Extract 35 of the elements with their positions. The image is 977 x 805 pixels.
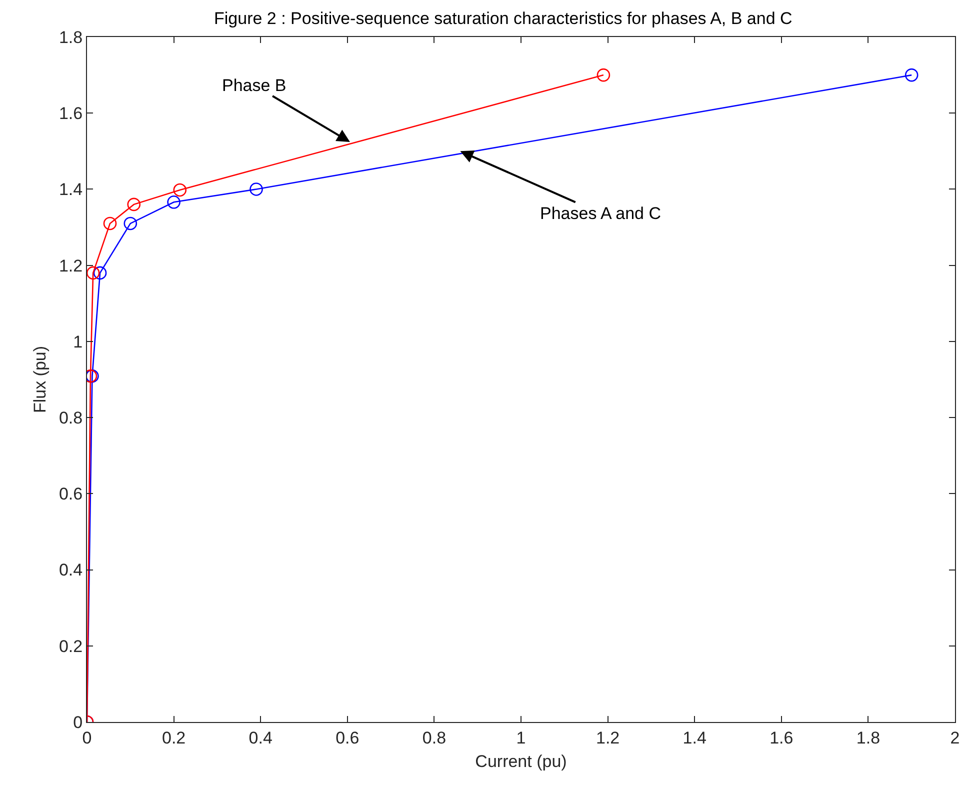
chart-title: Figure 2 : Positive-sequence saturation characteristics for phases A, B and C — [214, 8, 792, 28]
point — [127, 198, 141, 212]
x-tick-label: 1 — [516, 728, 526, 748]
point — [250, 182, 263, 196]
point — [904, 68, 918, 82]
point — [124, 216, 138, 230]
x-tick-label: 2 — [950, 728, 960, 748]
y-tick-label: 0.4 — [58, 560, 83, 580]
y-tick-label: 0.8 — [58, 408, 83, 428]
x-tick-label: 0.6 — [336, 728, 360, 748]
x-tick-label: 1.2 — [596, 728, 620, 748]
point — [103, 216, 117, 230]
y-tick-label: 0 — [73, 712, 83, 732]
y-tick-label: 0.2 — [58, 636, 83, 656]
x-tick-label: 1.8 — [856, 728, 880, 748]
annotation: Phase B — [222, 76, 286, 95]
point — [167, 196, 180, 209]
y-tick-label: 1.6 — [58, 104, 83, 124]
x-tick-label: 0.8 — [422, 728, 446, 748]
y-tick-label: 1.8 — [58, 28, 83, 47]
point — [93, 266, 107, 280]
x-tick-label: 0.4 — [248, 728, 272, 748]
y-axis-title: Flux (pu) — [30, 346, 50, 414]
annotation: Phases A and C — [540, 204, 661, 223]
y-tick-label: 0.6 — [58, 484, 83, 504]
y-tick-label: 1.4 — [58, 180, 83, 200]
y-tick-label: 1 — [73, 332, 83, 352]
x-tick-label: 1.6 — [770, 728, 794, 748]
x-tick-label: 0.2 — [162, 728, 186, 748]
point — [596, 68, 610, 82]
point — [87, 266, 100, 280]
x-axis-title: Current (pu) — [475, 752, 567, 771]
point — [173, 183, 187, 197]
x-tick-label: 1.4 — [682, 728, 706, 748]
y-tick-label: 1.2 — [58, 256, 83, 276]
